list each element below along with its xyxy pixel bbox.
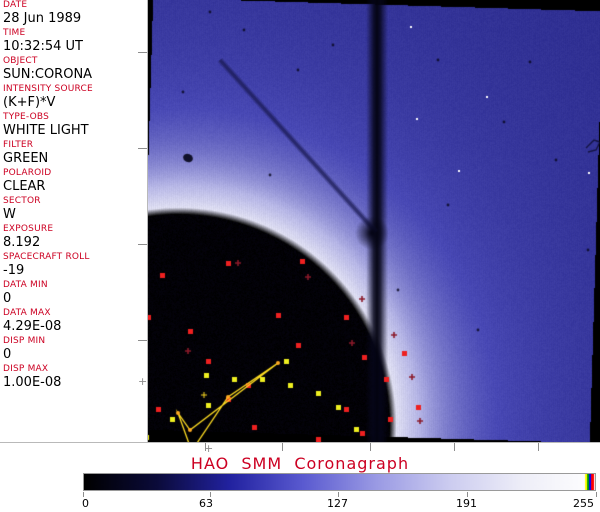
axis-tick bbox=[370, 443, 371, 451]
metadata-field-label: SECTOR bbox=[3, 196, 147, 207]
metadata-field: DISP MIN 0 bbox=[0, 336, 147, 362]
metadata-field-value: 0 bbox=[3, 291, 147, 306]
page-title: HAO SMM Coronagraph bbox=[0, 455, 600, 473]
colorbar-gradient-canvas bbox=[84, 474, 595, 490]
metadata-field-value: CLEAR bbox=[3, 179, 147, 194]
axis-center-plus-icon: + bbox=[138, 376, 147, 387]
axis-tick bbox=[138, 340, 147, 341]
metadata-field-value: -19 bbox=[3, 263, 147, 278]
axis-tick bbox=[538, 443, 539, 451]
metadata-field: FILTER GREEN bbox=[0, 140, 147, 166]
axis-tick bbox=[138, 244, 147, 245]
metadata-field-label: DISP MAX bbox=[3, 364, 147, 375]
metadata-field-label: DISP MIN bbox=[3, 336, 147, 347]
panel-baseline-rule bbox=[0, 442, 600, 443]
metadata-field: INTENSITY SOURCE (K+F)*V bbox=[0, 84, 147, 110]
metadata-field-label: TYPE-OBS bbox=[3, 112, 147, 123]
metadata-field: DISP MAX 1.00E-08 bbox=[0, 364, 147, 390]
metadata-field-label: DATA MIN bbox=[3, 280, 147, 291]
metadata-field-label: OBJECT bbox=[3, 56, 147, 67]
metadata-field: TIME 10:32:54 UT bbox=[0, 28, 147, 54]
metadata-field-label: TIME bbox=[3, 28, 147, 39]
colorbar-ramp[interactable] bbox=[83, 473, 596, 491]
metadata-field-value: 10:32:54 UT bbox=[3, 39, 147, 54]
metadata-field-value: (K+F)*V bbox=[3, 95, 147, 110]
metadata-field: OBJECT SUN:CORONA bbox=[0, 56, 147, 82]
colorbar-tick-label: 127 bbox=[327, 498, 348, 510]
metadata-field-value: W bbox=[3, 207, 147, 222]
metadata-field-label: EXPOSURE bbox=[3, 224, 147, 235]
metadata-field: SECTOR W bbox=[0, 196, 147, 222]
metadata-field: DATE 28 Jun 1989 bbox=[0, 0, 147, 26]
metadata-field-value: 8.192 bbox=[3, 235, 147, 250]
colorbar-widget[interactable]: 0 63 127 191 255 bbox=[83, 473, 596, 512]
metadata-field-label: SPACECRAFT ROLL bbox=[3, 252, 147, 263]
colorbar-tick-label: 0 bbox=[82, 498, 89, 510]
axis-center-plus-icon: + bbox=[204, 443, 213, 454]
metadata-field-label: DATE bbox=[3, 0, 147, 11]
metadata-field-value: WHITE LIGHT bbox=[3, 123, 147, 138]
metadata-field: EXPOSURE 8.192 bbox=[0, 224, 147, 250]
colorbar-tick-label: 191 bbox=[456, 498, 477, 510]
metadata-field: TYPE-OBS WHITE LIGHT bbox=[0, 112, 147, 138]
colorbar-tick-label: 255 bbox=[573, 498, 594, 510]
metadata-field-value: SUN:CORONA bbox=[3, 67, 147, 82]
metadata-field-value: 0 bbox=[3, 347, 147, 362]
axis-tick bbox=[138, 148, 147, 149]
metadata-field-label: DATA MAX bbox=[3, 308, 147, 319]
metadata-field-label: POLAROID bbox=[3, 168, 147, 179]
metadata-field-value: GREEN bbox=[3, 151, 147, 166]
axis-tick bbox=[138, 52, 147, 53]
colorbar-tick-label: 63 bbox=[199, 498, 213, 510]
metadata-field-value: 28 Jun 1989 bbox=[3, 11, 147, 26]
metadata-field-label: INTENSITY SOURCE bbox=[3, 84, 147, 95]
metadata-field: DATA MIN 0 bbox=[0, 280, 147, 306]
metadata-sidebar: DATE 28 Jun 1989 TIME 10:32:54 UT OBJECT SUN:… bbox=[0, 0, 148, 442]
metadata-field-value: 4.29E-08 bbox=[3, 319, 147, 334]
coronagraph-image-panel[interactable] bbox=[148, 0, 600, 442]
metadata-field-value: 1.00E-08 bbox=[3, 375, 147, 390]
corona-image-canvas[interactable] bbox=[148, 0, 600, 442]
metadata-field-label: FILTER bbox=[3, 140, 147, 151]
coronagraph-viewer: DATE 28 Jun 1989 TIME 10:32:54 UT OBJECT SUN:… bbox=[0, 0, 600, 512]
metadata-field: POLAROID CLEAR bbox=[0, 168, 147, 194]
axis-tick bbox=[282, 443, 283, 451]
metadata-field: DATA MAX 4.29E-08 bbox=[0, 308, 147, 334]
axis-tick bbox=[454, 443, 455, 451]
metadata-field: SPACECRAFT ROLL -19 bbox=[0, 252, 147, 278]
colorbar-tick bbox=[596, 492, 597, 497]
